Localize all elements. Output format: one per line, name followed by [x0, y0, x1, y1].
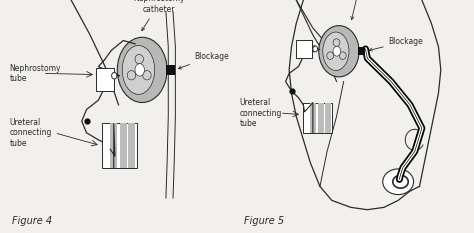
Ellipse shape [118, 37, 167, 103]
Ellipse shape [111, 72, 117, 79]
Ellipse shape [327, 52, 334, 59]
Bar [325, 103, 331, 133]
Ellipse shape [333, 39, 340, 46]
Text: Blockage: Blockage [369, 37, 423, 51]
Ellipse shape [319, 26, 359, 77]
Ellipse shape [313, 46, 318, 52]
Bar [102, 123, 137, 168]
Bar [296, 40, 311, 58]
Text: Ureteral
connecting
tube: Ureteral connecting tube [9, 118, 52, 148]
Text: Nephrostomy
tube: Nephrostomy tube [9, 64, 61, 83]
Ellipse shape [135, 55, 144, 64]
Text: Ureteral
connecting
tube: Ureteral connecting tube [239, 98, 282, 128]
Ellipse shape [127, 71, 136, 80]
Text: Figure 4: Figure 4 [12, 216, 52, 226]
Bar [119, 123, 127, 168]
Ellipse shape [135, 64, 145, 76]
Bar [96, 68, 114, 91]
Text: Nephrostomy
catheter: Nephrostomy catheter [133, 0, 184, 31]
Bar [166, 65, 175, 75]
Text: Nephroureterostomy
catheter: Nephroureterostomy catheter [320, 0, 400, 20]
Text: Blockage: Blockage [178, 52, 229, 69]
Ellipse shape [333, 46, 341, 56]
Ellipse shape [143, 71, 151, 80]
Ellipse shape [323, 32, 349, 70]
Bar [110, 123, 117, 168]
Ellipse shape [339, 52, 346, 59]
Bar [128, 123, 135, 168]
Bar [303, 103, 332, 133]
Bar [358, 47, 365, 55]
Ellipse shape [122, 45, 155, 94]
Ellipse shape [383, 169, 413, 195]
Bar [310, 103, 316, 133]
Text: Figure 5: Figure 5 [244, 216, 284, 226]
Bar [318, 103, 324, 133]
